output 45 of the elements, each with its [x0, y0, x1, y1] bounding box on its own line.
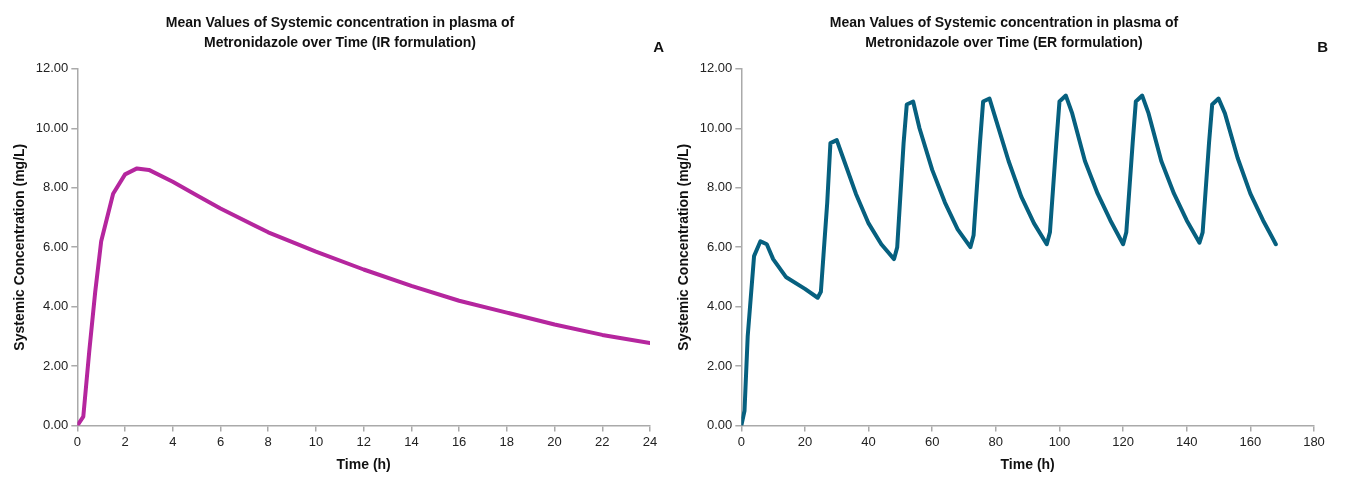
- y-tick-label: 4.00: [707, 298, 733, 314]
- y-tick-label: 8.00: [707, 179, 733, 195]
- x-tick-label: 4: [169, 433, 177, 449]
- chart-title: Mean Values of Systemic concentration in plasma of Metronidazole over Time (ER formulation): [828, 13, 1180, 52]
- y-tick-label: 2.00: [707, 357, 733, 373]
- x-tick-label: 22: [595, 433, 610, 449]
- y-tick-label: 10.00: [699, 119, 733, 135]
- x-tick-label: 2: [121, 433, 129, 449]
- x-tick-label: 40: [861, 433, 876, 449]
- y-tick-label: 8.00: [43, 179, 69, 195]
- x-tick-label: 10: [308, 433, 324, 449]
- x-tick-label: 160: [1239, 433, 1262, 449]
- y-tick-label: 6.00: [707, 238, 733, 254]
- x-tick-label: 14: [404, 433, 419, 449]
- y-tick-label: 12.00: [699, 60, 733, 76]
- x-tick-label: 24: [642, 433, 658, 449]
- y-axis-title: Systemic Concentration (mg/L): [675, 143, 692, 351]
- y-tick-label: 4.00: [43, 298, 69, 314]
- x-tick-label: 20: [547, 433, 562, 449]
- x-tick-label: 60: [924, 433, 940, 449]
- y-axis-title: Systemic Concentration (mg/L): [11, 143, 28, 351]
- x-tick-label: 18: [499, 433, 515, 449]
- x-axis-title: Time (h): [336, 456, 391, 473]
- y-tick-label: 0.00: [43, 417, 69, 433]
- x-tick-label: 12: [356, 433, 371, 449]
- x-tick-label: 80: [988, 433, 1004, 449]
- y-tick-label: 6.00: [43, 238, 69, 254]
- text: A: [653, 38, 664, 55]
- chart-title: Mean Values of Systemic concentration in plasma of Metronidazole over Time (IR formulation): [164, 13, 516, 52]
- x-tick-label: 8: [264, 433, 272, 449]
- text: B: [1317, 38, 1328, 55]
- y-tick-label: 2.00: [43, 357, 69, 373]
- x-tick-label: 20: [797, 433, 813, 449]
- x-axis-title: Time (h): [1000, 456, 1055, 473]
- y-tick-label: 0.00: [707, 417, 733, 433]
- x-tick-label: 180: [1303, 433, 1325, 449]
- y-tick-label: 12.00: [35, 60, 69, 76]
- x-tick-label: 100: [1048, 433, 1071, 449]
- x-tick-label: 140: [1175, 433, 1198, 449]
- x-tick-label: 6: [216, 433, 225, 449]
- x-tick-label: 0: [73, 433, 81, 449]
- x-tick-label: 0: [737, 433, 745, 449]
- y-tick-label: 10.00: [35, 119, 69, 135]
- x-tick-label: 16: [451, 433, 467, 449]
- x-tick-label: 120: [1112, 433, 1134, 449]
